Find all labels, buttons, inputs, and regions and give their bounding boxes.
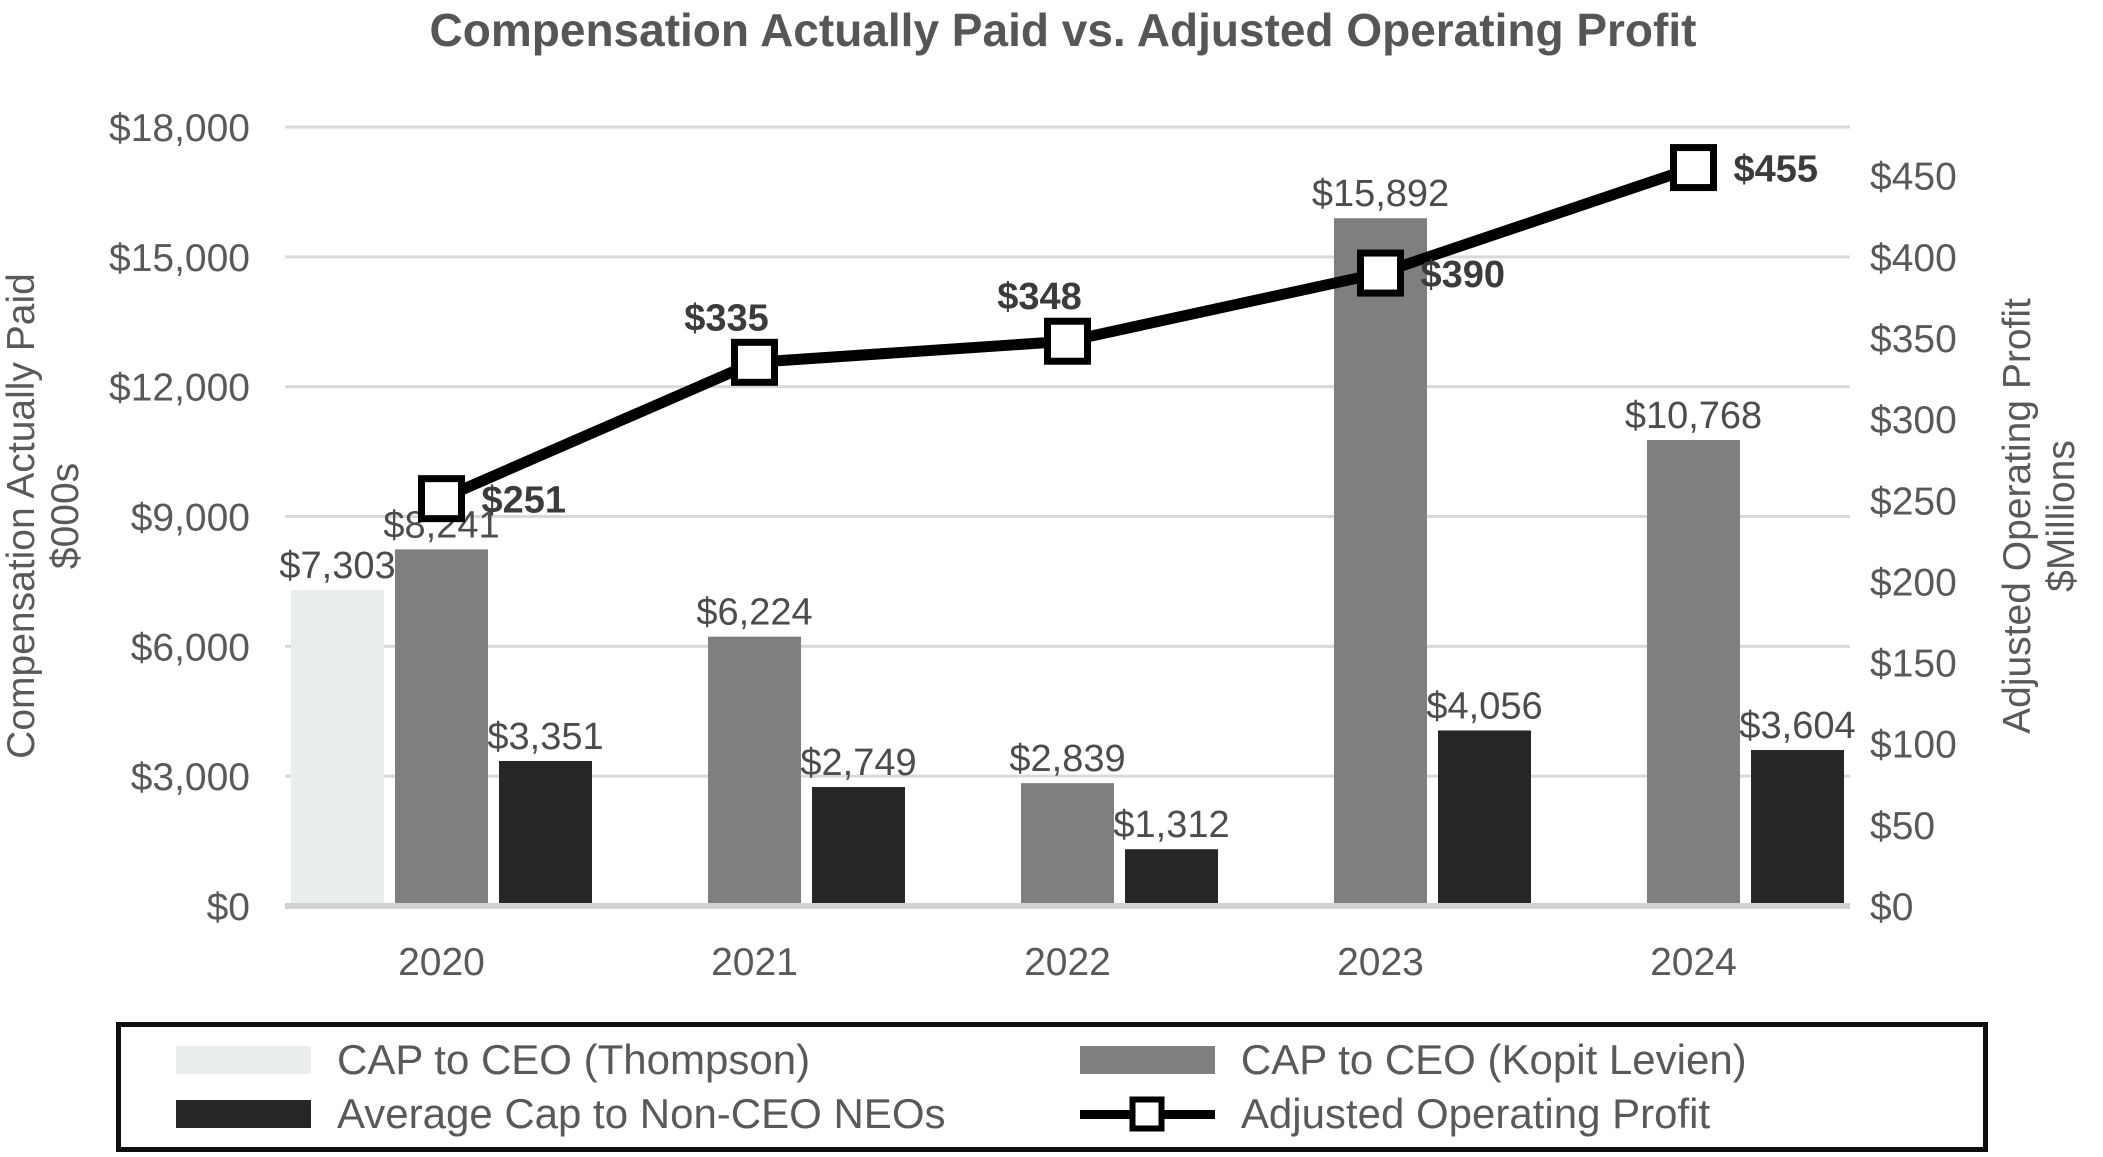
bar-value-label: $2,749 [800,742,916,784]
left-tick-label: $12,000 [109,367,250,410]
legend-swatch-thompson-icon [176,1046,311,1074]
line-point-marker [1670,144,1717,192]
line-point-marker [418,475,465,523]
left-axis-title: Compensation Actually Paid [0,273,43,759]
right-tick-label: $150 [1870,643,1957,686]
legend-label-adjusted-operating-profit: Adjusted Operating Profit [1240,1090,1711,1137]
combo-chart: Compensation Actually Paid vs. Adjusted … [0,4,2083,984]
bar-1-2024 [1647,439,1740,903]
line-point-marker [1357,249,1404,297]
bar-value-label: $3,604 [1739,705,1855,747]
right-tick-label: $350 [1870,318,1957,361]
x-axis-labels: 2020 2021 2022 2023 2024 [398,941,1737,984]
bar-1-2022 [1021,783,1114,903]
line-value-label: $455 [1734,149,1819,191]
bar-1-2021 [708,636,801,903]
chart-title: Compensation Actually Paid vs. Adjusted … [430,4,1697,56]
legend: CAP to CEO (Thompson) CAP to CEO (Kopit … [116,1022,1988,1152]
bar-value-label: $7,303 [279,545,395,587]
right-tick-label: $250 [1870,480,1957,523]
right-tick-label: $100 [1870,724,1957,767]
bar-value-label: $3,351 [487,716,603,758]
bar-1-2023 [1334,218,1427,903]
legend-item-cap-ceo-thompson: CAP to CEO (Thompson) [121,1039,1025,1081]
line-point-marker [1044,317,1091,365]
right-axis-subtitle: $Millions [2040,440,2083,592]
legend-swatch-kopit-levien-icon [1079,1046,1215,1074]
bar-value-label: $1,312 [1113,804,1229,846]
left-tick-label: $0 [207,886,250,929]
right-tick-label: $400 [1870,237,1957,280]
bar-1-2020 [395,549,488,903]
bar-value-label: $2,839 [1009,738,1125,780]
x-category-label: 2024 [1650,941,1737,984]
bar-series [291,218,1844,903]
line-point-marker [731,338,778,386]
bar-value-label: $10,768 [1625,395,1762,437]
bar-2-2020 [499,760,592,903]
right-axis-ticks: $0 $50 $100 $150 $200 $250 $300 $350 $400 $450 [1870,156,1957,929]
bar-value-label: $4,056 [1426,685,1542,727]
bar-value-label: $6,224 [696,592,812,634]
bar-value-label: $15,892 [1312,173,1449,215]
bar-value-labels: $7,303$8,241$6,224$2,839$15,892$10,768$3… [279,173,1855,846]
legend-label-thompson: CAP to CEO (Thompson) [337,1036,811,1083]
bar-2-2021 [812,787,905,903]
legend-label-non-ceo-neos: Average Cap to Non-CEO NEOs [337,1090,946,1137]
x-category-label: 2021 [711,941,798,984]
left-tick-label: $15,000 [109,237,250,280]
line-marker-icon [1079,1095,1215,1133]
x-category-label: 2020 [398,941,485,984]
legend-label-kopit-levien: CAP to CEO (Kopit Levien) [1240,1036,1747,1083]
legend-item-cap-ceo-kopit-levien: CAP to CEO (Kopit Levien) [1025,1039,1983,1081]
right-tick-label: $200 [1870,561,1957,604]
right-axis-title: Adjusted Operating Profit [1996,298,2039,734]
legend-item-non-ceo-neos: Average Cap to Non-CEO NEOs [121,1093,1025,1135]
left-axis-subtitle: $000s [44,463,87,569]
line-series: $251 $335 $348 $390 $455 [418,144,1819,523]
x-category-label: 2023 [1337,941,1424,984]
left-axis-ticks: $0 $3,000 $6,000 $9,000 $12,000 $15,000 $18,00… [109,107,250,929]
right-tick-label: $450 [1870,156,1957,199]
legend-item-adjusted-operating-profit: Adjusted Operating Profit [1025,1093,1983,1135]
bar-2-2022 [1125,849,1218,903]
line-value-label: $251 [482,480,567,522]
line-value-label: $390 [1421,254,1506,296]
left-tick-label: $6,000 [131,626,250,669]
bar-2-2023 [1438,730,1531,903]
right-tick-label: $300 [1870,399,1957,442]
bar-2-2024 [1751,750,1844,903]
line-value-label: $348 [997,276,1082,318]
left-tick-label: $9,000 [131,497,250,540]
left-tick-label: $18,000 [109,107,250,150]
x-category-label: 2022 [1024,941,1111,984]
legend-swatch-non-ceo-neos-icon [176,1100,311,1128]
bar-0-2020 [291,589,384,903]
right-tick-label: $0 [1870,886,1913,929]
left-tick-label: $3,000 [131,756,250,799]
line-value-label: $335 [684,297,769,339]
right-tick-label: $50 [1870,805,1935,848]
